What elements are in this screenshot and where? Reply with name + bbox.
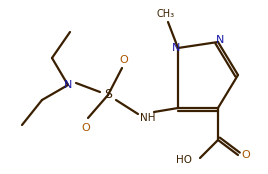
Text: N: N [216,35,224,45]
Text: S: S [104,89,112,101]
Text: HO: HO [176,155,192,165]
Text: O: O [120,55,128,65]
Text: O: O [82,123,90,133]
Text: N: N [172,43,180,53]
Text: N: N [64,80,72,90]
Text: CH₃: CH₃ [157,9,175,19]
Text: NH: NH [140,113,156,123]
Text: O: O [242,150,250,160]
